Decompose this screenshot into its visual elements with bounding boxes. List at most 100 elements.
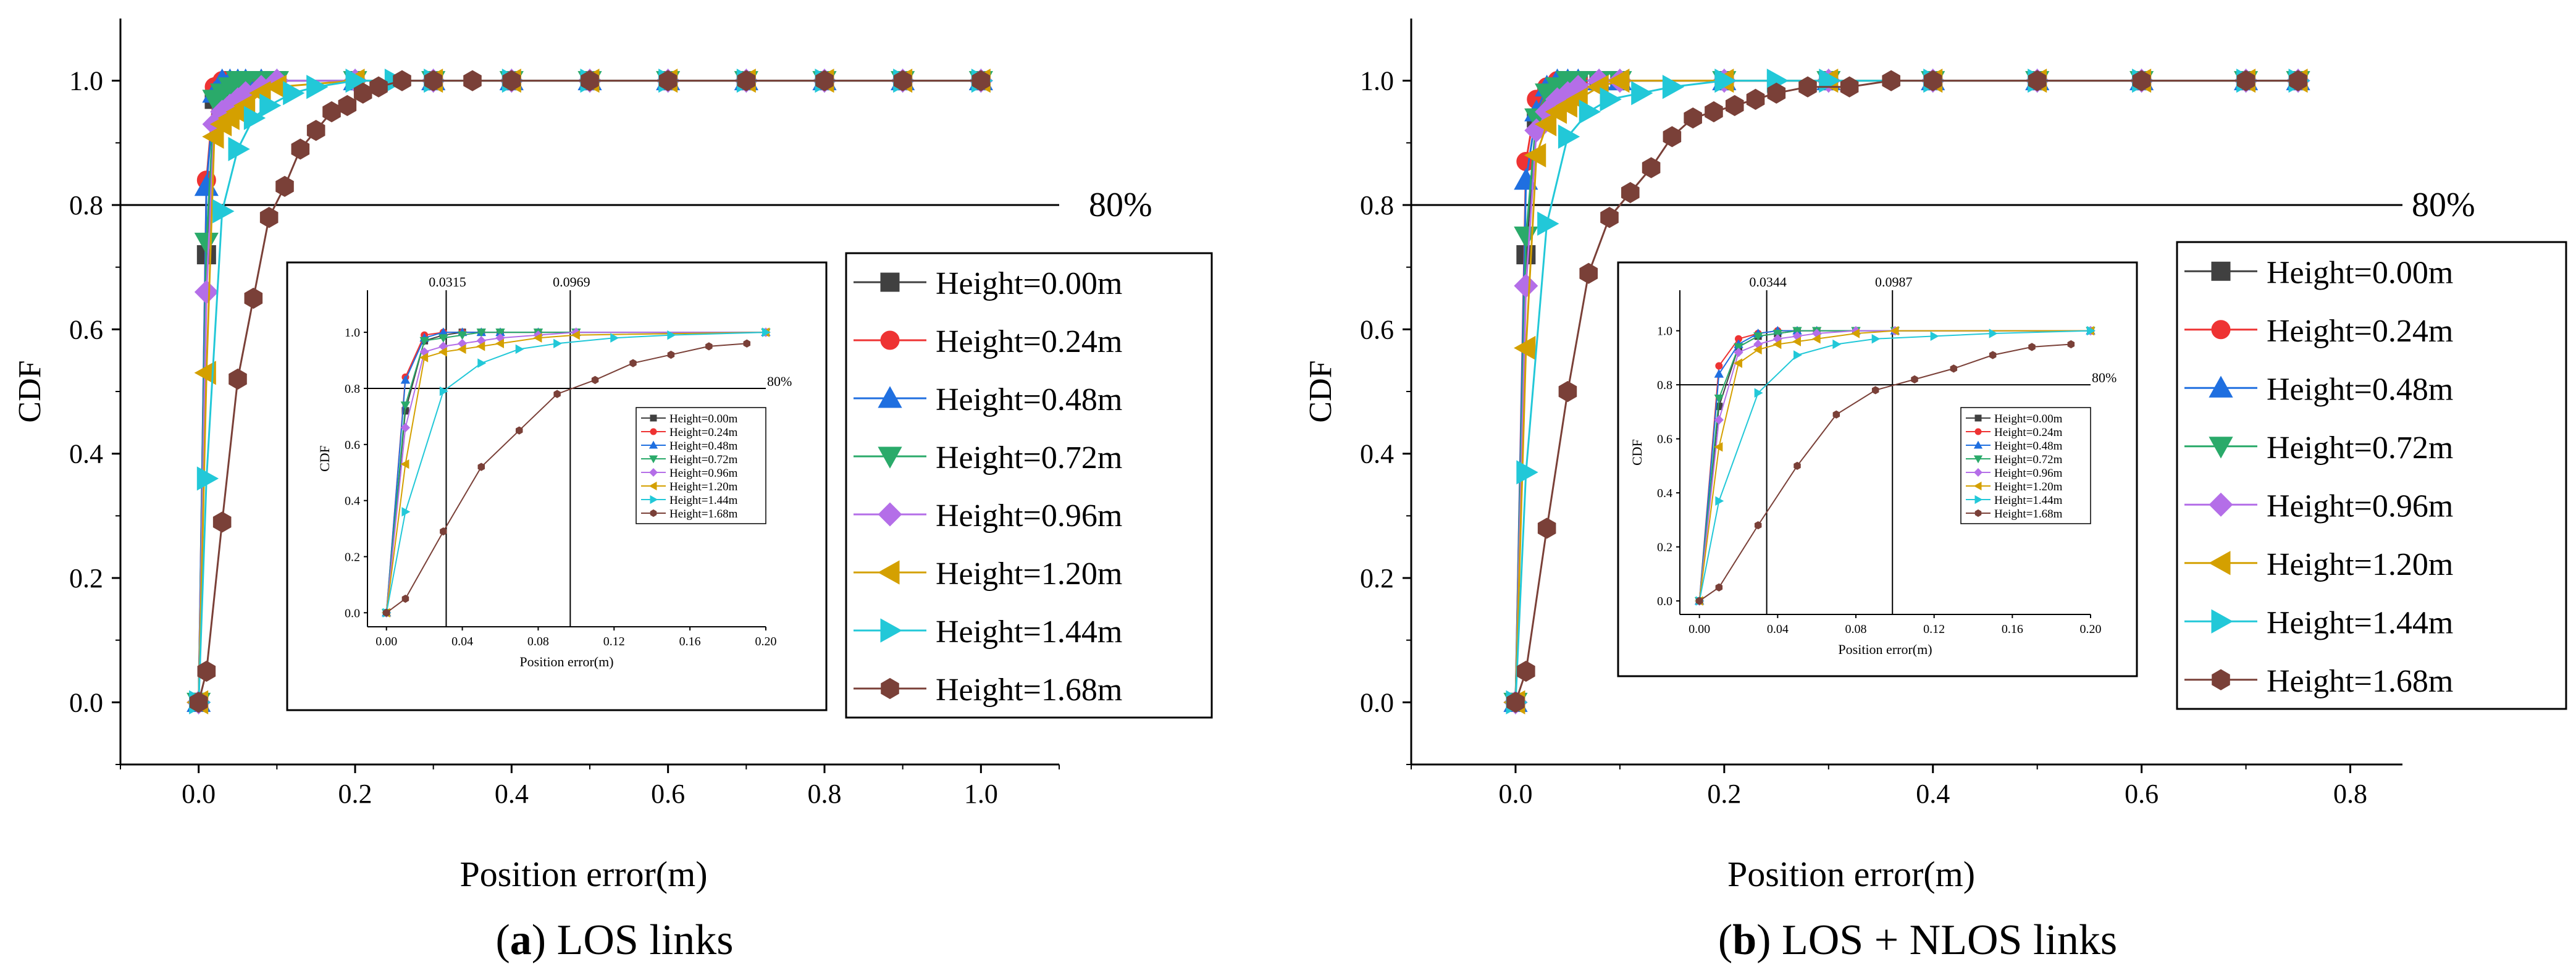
- inset-data-point: [439, 386, 448, 396]
- inset-data-point: [1734, 348, 1743, 358]
- inset-y-tick-label: 0.0: [345, 606, 360, 620]
- inset-x-tick-label: 0.08: [527, 635, 549, 648]
- legend-label: Height=1.68m: [936, 672, 1122, 708]
- data-point: [291, 138, 310, 160]
- data-point: [1579, 262, 1598, 284]
- data-point: [1684, 107, 1702, 129]
- inset-x-axis-label: Position error(m): [1838, 642, 1932, 657]
- inset-y-tick-label: 0.6: [1657, 433, 1672, 446]
- inset-data-point: [1695, 597, 1703, 605]
- legend-label: Height=1.44m: [936, 614, 1122, 650]
- legend-label: Height=0.48m: [936, 382, 1122, 417]
- inset-series-Height=1.68m: [1695, 340, 2075, 605]
- data-point: [306, 120, 325, 141]
- inset-legend-marker: [1973, 455, 1983, 464]
- legend-label: Height=0.72m: [936, 440, 1122, 475]
- inset-data-point: [382, 608, 390, 617]
- legend: Height=0.00m Height=0.24m Height=0.48m Heig…: [2176, 241, 2567, 710]
- inset-legend-label: Height=1.68m: [669, 508, 738, 521]
- inset-legend-label: Height=0.96m: [1994, 467, 2063, 480]
- inset-data-point: [419, 337, 429, 346]
- inset-data-point: [1871, 386, 1879, 395]
- inset-data-point: [1871, 334, 1881, 344]
- inset-data-point: [495, 338, 504, 349]
- inset-data-point: [1714, 369, 1724, 378]
- data-point: [194, 361, 216, 385]
- inset-data-point: [1792, 337, 1801, 346]
- data-point: [194, 280, 219, 304]
- data-point: [2028, 70, 2047, 91]
- inset-data-point: [553, 390, 561, 398]
- inset-legend-marker: [1974, 509, 1982, 517]
- data-point: [1558, 380, 1577, 403]
- legend-marker: [2209, 492, 2233, 517]
- inset-legend-marker: [1974, 428, 1982, 435]
- legend-label: Height=1.44m: [2267, 605, 2453, 640]
- inset-data-point: [1715, 362, 1723, 370]
- inset-data-point: [400, 422, 411, 433]
- chart-panel-b: 0.0 0.2 0.4 0.6 0.8 1.0 0.0 0.2 0.4 0.6 0.8 CDF Posi…: [1303, 19, 2567, 964]
- data-point: [1514, 274, 1538, 298]
- inset-y-tick-label: 1.0: [345, 326, 360, 340]
- inset-y-tick-label: 0.4: [1657, 487, 1672, 500]
- inset-data-point: [1930, 331, 1939, 341]
- x-tick-label: 0.8: [808, 779, 842, 809]
- inset-data-point: [1911, 375, 1918, 384]
- inset-legend-marker: [650, 509, 657, 517]
- data-point: [259, 207, 279, 228]
- legend-label: Height=0.24m: [2267, 314, 2453, 349]
- data-point: [1514, 226, 1538, 249]
- x-tick-label: 0.4: [495, 779, 529, 809]
- inset-data-point: [477, 358, 487, 368]
- inset-y-tick-label: 0.6: [345, 438, 360, 452]
- data-point: [1534, 112, 1557, 136]
- y-tick-label: 0.6: [69, 314, 103, 345]
- data-point: [815, 70, 834, 91]
- x-tick-label: 0.6: [651, 779, 685, 809]
- data-point: [893, 70, 912, 91]
- inset-data-point: [1715, 583, 1723, 592]
- inset-data-point: [1794, 350, 1802, 360]
- legend-label: Height=1.20m: [2267, 547, 2453, 582]
- inset-y-tick-label: 0.2: [345, 550, 360, 564]
- inset-x-tick-label: 0.08: [1845, 622, 1867, 636]
- data-point: [2236, 70, 2255, 91]
- inset-data-point: [667, 350, 675, 359]
- inset-data-point: [629, 359, 637, 367]
- legend-marker: [878, 386, 902, 408]
- data-point: [1746, 88, 1765, 110]
- data-point: [1663, 126, 1682, 148]
- inset-data-point: [440, 527, 447, 536]
- data-point: [1798, 76, 1817, 98]
- inset-data-point: [533, 333, 542, 343]
- x-tick-label: 0.8: [2333, 779, 2367, 809]
- legend-label: Height=0.96m: [2267, 488, 2453, 524]
- inset-data-point: [743, 339, 751, 348]
- legend-label: Height=1.68m: [2267, 664, 2453, 699]
- legend-marker: [878, 560, 900, 585]
- legend-marker: [880, 618, 902, 643]
- data-point: [1631, 81, 1653, 106]
- inset-legend-marker: [1974, 414, 1982, 422]
- inset-data-point: [610, 333, 619, 343]
- legend: Height=0.00m Height=0.24m Height=0.48m Heig…: [845, 252, 1213, 719]
- inset-legend-label: Height=1.44m: [1994, 494, 2063, 507]
- data-point: [194, 232, 219, 255]
- inset-legend-label: Height=0.48m: [669, 440, 738, 453]
- inset-series-Height=1.44m: [1695, 325, 2096, 606]
- y-tick-label: 0.8: [1360, 190, 1394, 220]
- data-point: [243, 106, 266, 130]
- data-point: [1537, 211, 1559, 236]
- inset-legend-label: Height=0.24m: [669, 426, 738, 439]
- inset-legend-label: Height=0.00m: [669, 413, 738, 425]
- inset-data-point: [1989, 329, 1998, 338]
- series-Height=1.68m: [189, 70, 991, 713]
- threshold-label: 80%: [1089, 186, 1152, 224]
- inset-y-axis-label: CDF: [317, 445, 332, 472]
- inset-legend-label: Height=0.00m: [1994, 413, 2063, 425]
- y-tick-label: 1.0: [69, 66, 103, 96]
- data-point: [971, 70, 991, 91]
- data-point: [228, 136, 250, 161]
- legend-label: Height=0.96m: [936, 498, 1122, 534]
- x-axis-label: Position error(m): [459, 854, 707, 894]
